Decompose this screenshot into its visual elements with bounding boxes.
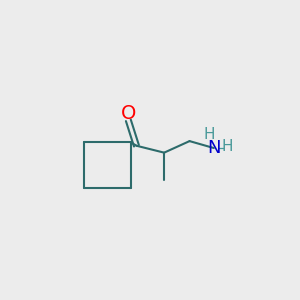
Text: H: H xyxy=(222,139,233,154)
Text: N: N xyxy=(207,139,220,157)
Text: H: H xyxy=(204,127,215,142)
Text: O: O xyxy=(121,104,136,123)
